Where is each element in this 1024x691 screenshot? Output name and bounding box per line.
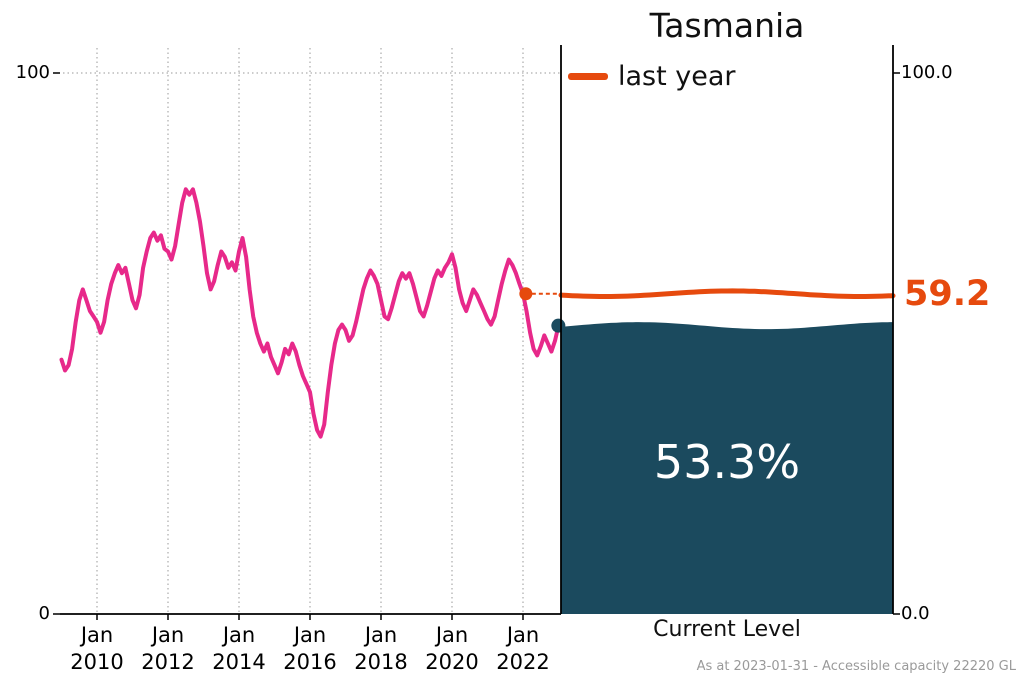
last-year-value: 59.2 <box>904 274 991 314</box>
last-year-marker-dot <box>519 287 533 301</box>
current-percent-value: 53.3% <box>653 435 801 489</box>
x-axis-label-2020: Jan 2020 <box>425 623 479 675</box>
legend-label: last year <box>618 60 736 92</box>
current-level-caption: Current Level <box>653 617 801 642</box>
legend: last year <box>568 60 736 92</box>
x-axis-label-2010: Jan 2010 <box>70 623 124 675</box>
x-axis-label-2014: Jan 2014 <box>212 623 266 675</box>
y-axis-min-label-left: 0 <box>38 603 50 624</box>
x-axis-label-2022: Jan 2022 <box>496 623 550 675</box>
y-axis-min-label-right: 0.0 <box>901 603 930 624</box>
x-axis-label-2016: Jan 2016 <box>283 623 337 675</box>
y-axis-max-label-right: 100.0 <box>901 62 953 83</box>
x-axis-label-2012: Jan 2012 <box>141 623 195 675</box>
chart-title: Tasmania <box>649 6 805 45</box>
last-year-line-swatch-icon <box>568 72 608 80</box>
last-year-line <box>558 288 896 299</box>
footnote: As at 2023-01-31 - Accessible capacity 2… <box>696 659 1016 674</box>
current-level-fill <box>561 322 893 614</box>
storage-history-line <box>59 187 561 439</box>
y-axis-max-label-left: 100 <box>15 62 50 83</box>
current-level-marker-dot <box>551 318 566 333</box>
x-axis-label-2018: Jan 2018 <box>354 623 408 675</box>
